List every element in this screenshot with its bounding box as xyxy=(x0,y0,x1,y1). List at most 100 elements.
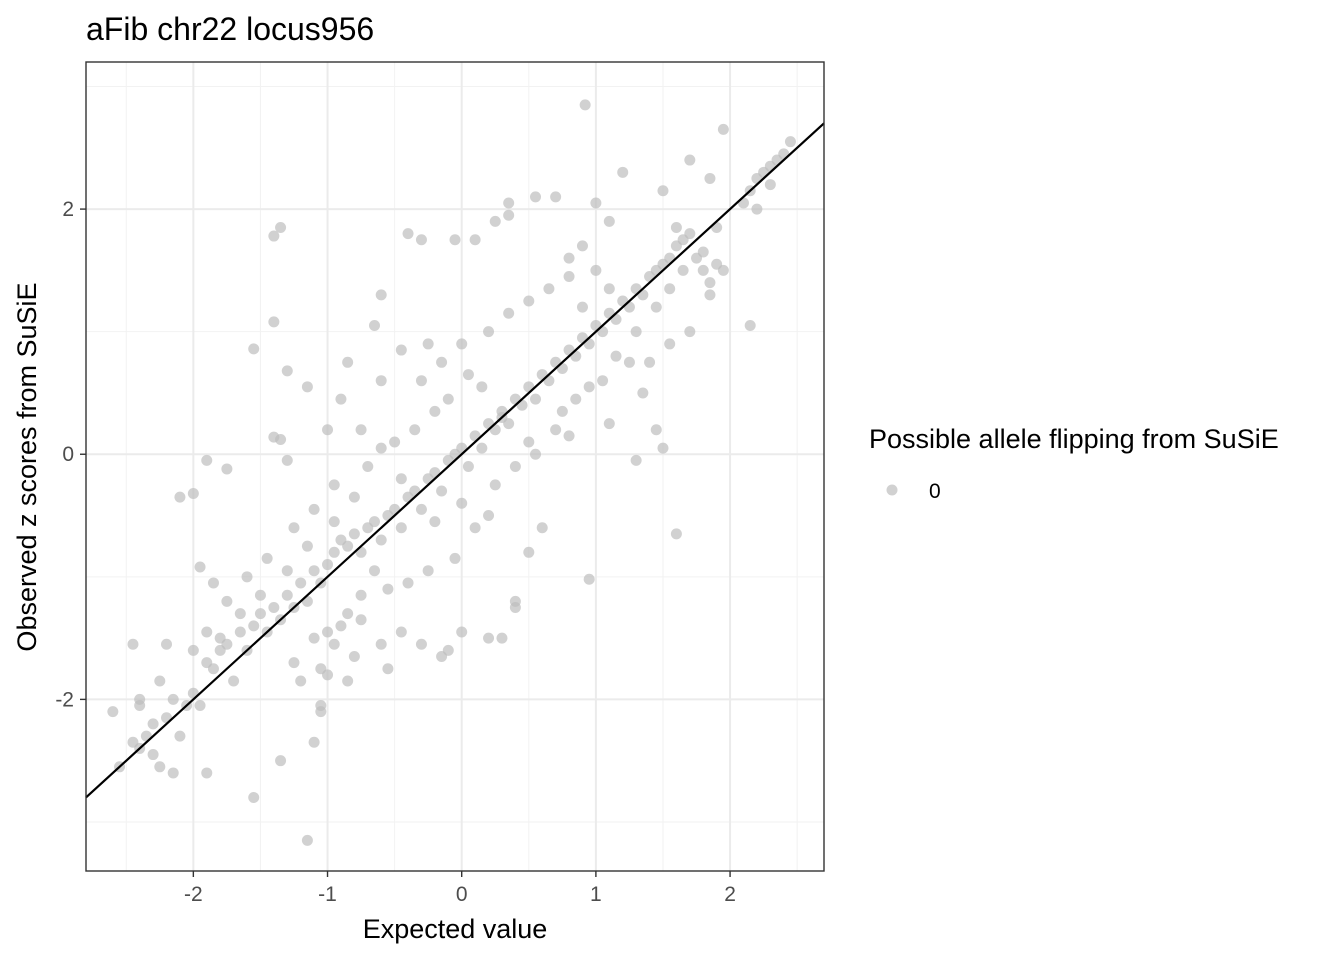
data-point xyxy=(704,172,716,184)
data-point xyxy=(308,736,320,748)
data-point xyxy=(342,608,354,620)
data-point xyxy=(670,221,682,233)
data-point xyxy=(248,620,260,632)
data-point xyxy=(583,573,595,585)
data-point xyxy=(610,350,622,362)
data-point xyxy=(563,271,575,283)
data-point xyxy=(637,387,649,399)
data-point xyxy=(670,528,682,540)
data-point xyxy=(503,197,515,209)
data-point xyxy=(579,99,591,111)
data-point xyxy=(207,577,219,589)
data-point xyxy=(301,540,313,552)
data-point xyxy=(187,487,199,499)
data-point xyxy=(261,552,273,564)
data-point xyxy=(644,356,656,368)
data-point xyxy=(382,663,394,675)
data-point xyxy=(650,301,662,313)
data-point xyxy=(476,381,488,393)
data-point xyxy=(268,601,280,613)
plot-panel-border xyxy=(85,61,825,872)
data-point xyxy=(503,209,515,221)
legend-title: Possible allele flipping from SuSiE xyxy=(869,424,1279,454)
data-point xyxy=(436,485,448,497)
data-point xyxy=(523,546,535,558)
y-tick-label: 2 xyxy=(62,198,74,221)
data-point xyxy=(422,338,434,350)
data-point xyxy=(509,601,521,613)
data-point xyxy=(429,516,441,528)
x-tick-label: 2 xyxy=(724,883,736,906)
data-point xyxy=(623,356,635,368)
data-point xyxy=(483,632,495,644)
data-point xyxy=(328,516,340,528)
data-point xyxy=(603,215,615,227)
data-point xyxy=(355,424,367,436)
data-point xyxy=(322,424,334,436)
data-point xyxy=(301,381,313,393)
data-point xyxy=(187,644,199,656)
data-point xyxy=(469,522,481,534)
minor-gridlines xyxy=(86,62,824,871)
data-point xyxy=(449,234,461,246)
data-point xyxy=(248,343,260,355)
data-point xyxy=(422,565,434,577)
data-point xyxy=(415,503,427,515)
data-point xyxy=(375,638,387,650)
data-point xyxy=(368,516,380,528)
x-tick-label: 1 xyxy=(590,883,602,906)
data-point xyxy=(275,221,287,233)
data-point xyxy=(308,565,320,577)
data-point xyxy=(469,234,481,246)
data-point xyxy=(436,650,448,662)
data-point xyxy=(415,638,427,650)
data-point xyxy=(704,289,716,301)
data-point xyxy=(348,650,360,662)
data-point xyxy=(583,381,595,393)
data-point xyxy=(395,522,407,534)
data-point xyxy=(308,632,320,644)
data-points xyxy=(107,99,796,846)
data-point xyxy=(221,463,233,475)
data-point xyxy=(550,191,562,203)
data-point xyxy=(375,289,387,301)
data-point xyxy=(308,503,320,515)
data-point xyxy=(717,123,729,135)
data-point xyxy=(462,369,474,381)
data-point xyxy=(556,405,568,417)
data-point xyxy=(523,295,535,307)
legend-key-point xyxy=(886,484,898,496)
data-point xyxy=(630,454,642,466)
data-point xyxy=(275,434,287,446)
data-point xyxy=(395,626,407,638)
data-point xyxy=(489,479,501,491)
data-point xyxy=(368,320,380,332)
data-point xyxy=(576,240,588,252)
data-point xyxy=(389,436,401,448)
data-point xyxy=(597,375,609,387)
data-point xyxy=(295,577,307,589)
data-point xyxy=(214,632,226,644)
data-point xyxy=(483,510,495,522)
data-point xyxy=(201,767,213,779)
data-point xyxy=(134,700,146,712)
data-point xyxy=(368,565,380,577)
data-point xyxy=(348,528,360,540)
data-point xyxy=(630,326,642,338)
data-point xyxy=(241,571,253,583)
chart-title: aFib chr22 locus956 xyxy=(86,11,374,47)
data-point xyxy=(194,561,206,573)
data-point xyxy=(503,307,515,319)
y-axis-ticks: -2 0 2 xyxy=(55,198,86,711)
data-point xyxy=(664,283,676,295)
data-point xyxy=(322,626,334,638)
data-point xyxy=(590,264,602,276)
data-point xyxy=(362,461,374,472)
data-point xyxy=(167,693,179,705)
y-tick-label: -2 xyxy=(55,688,74,711)
y-tick-label: 0 xyxy=(62,443,74,466)
data-point xyxy=(697,264,709,276)
x-tick-label: -2 xyxy=(184,883,203,906)
data-point xyxy=(536,522,548,534)
data-point xyxy=(254,608,266,620)
